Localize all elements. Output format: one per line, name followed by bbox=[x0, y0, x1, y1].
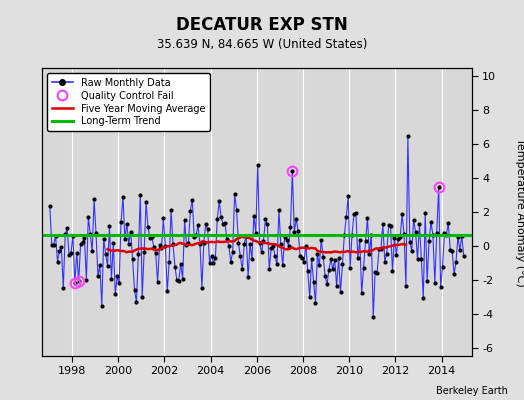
Text: 35.639 N, 84.665 W (United States): 35.639 N, 84.665 W (United States) bbox=[157, 38, 367, 51]
Legend: Raw Monthly Data, Quality Control Fail, Five Year Moving Average, Long-Term Tren: Raw Monthly Data, Quality Control Fail, … bbox=[47, 73, 210, 131]
Y-axis label: Temperature Anomaly (°C): Temperature Anomaly (°C) bbox=[516, 138, 524, 286]
Text: DECATUR EXP STN: DECATUR EXP STN bbox=[176, 16, 348, 34]
Text: Berkeley Earth: Berkeley Earth bbox=[436, 386, 508, 396]
